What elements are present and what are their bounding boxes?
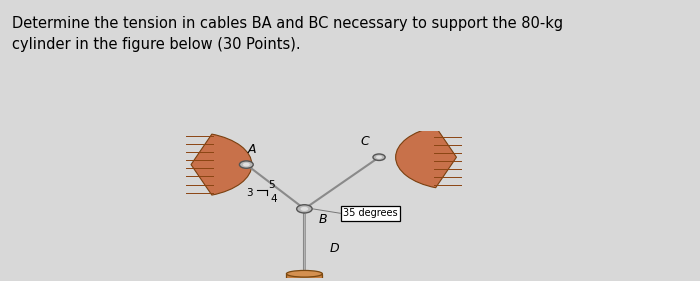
Circle shape: [243, 163, 250, 166]
Text: C: C: [361, 135, 370, 148]
Text: B: B: [318, 213, 327, 226]
Text: A: A: [248, 143, 256, 156]
Wedge shape: [395, 127, 456, 188]
Wedge shape: [191, 134, 252, 195]
Text: Determine the tension in cables BA and BC necessary to support the 80-kg
cylinde: Determine the tension in cables BA and B…: [12, 16, 563, 52]
Text: 35 degrees: 35 degrees: [343, 208, 398, 218]
Circle shape: [373, 154, 385, 160]
Text: 4: 4: [271, 194, 277, 203]
Text: 5: 5: [268, 180, 274, 190]
Circle shape: [239, 161, 253, 168]
Bar: [286, 274, 323, 281]
Ellipse shape: [286, 270, 323, 277]
Circle shape: [297, 205, 312, 213]
Circle shape: [300, 207, 308, 211]
Text: 3: 3: [246, 188, 253, 198]
Circle shape: [376, 156, 382, 159]
Text: D: D: [329, 242, 339, 255]
